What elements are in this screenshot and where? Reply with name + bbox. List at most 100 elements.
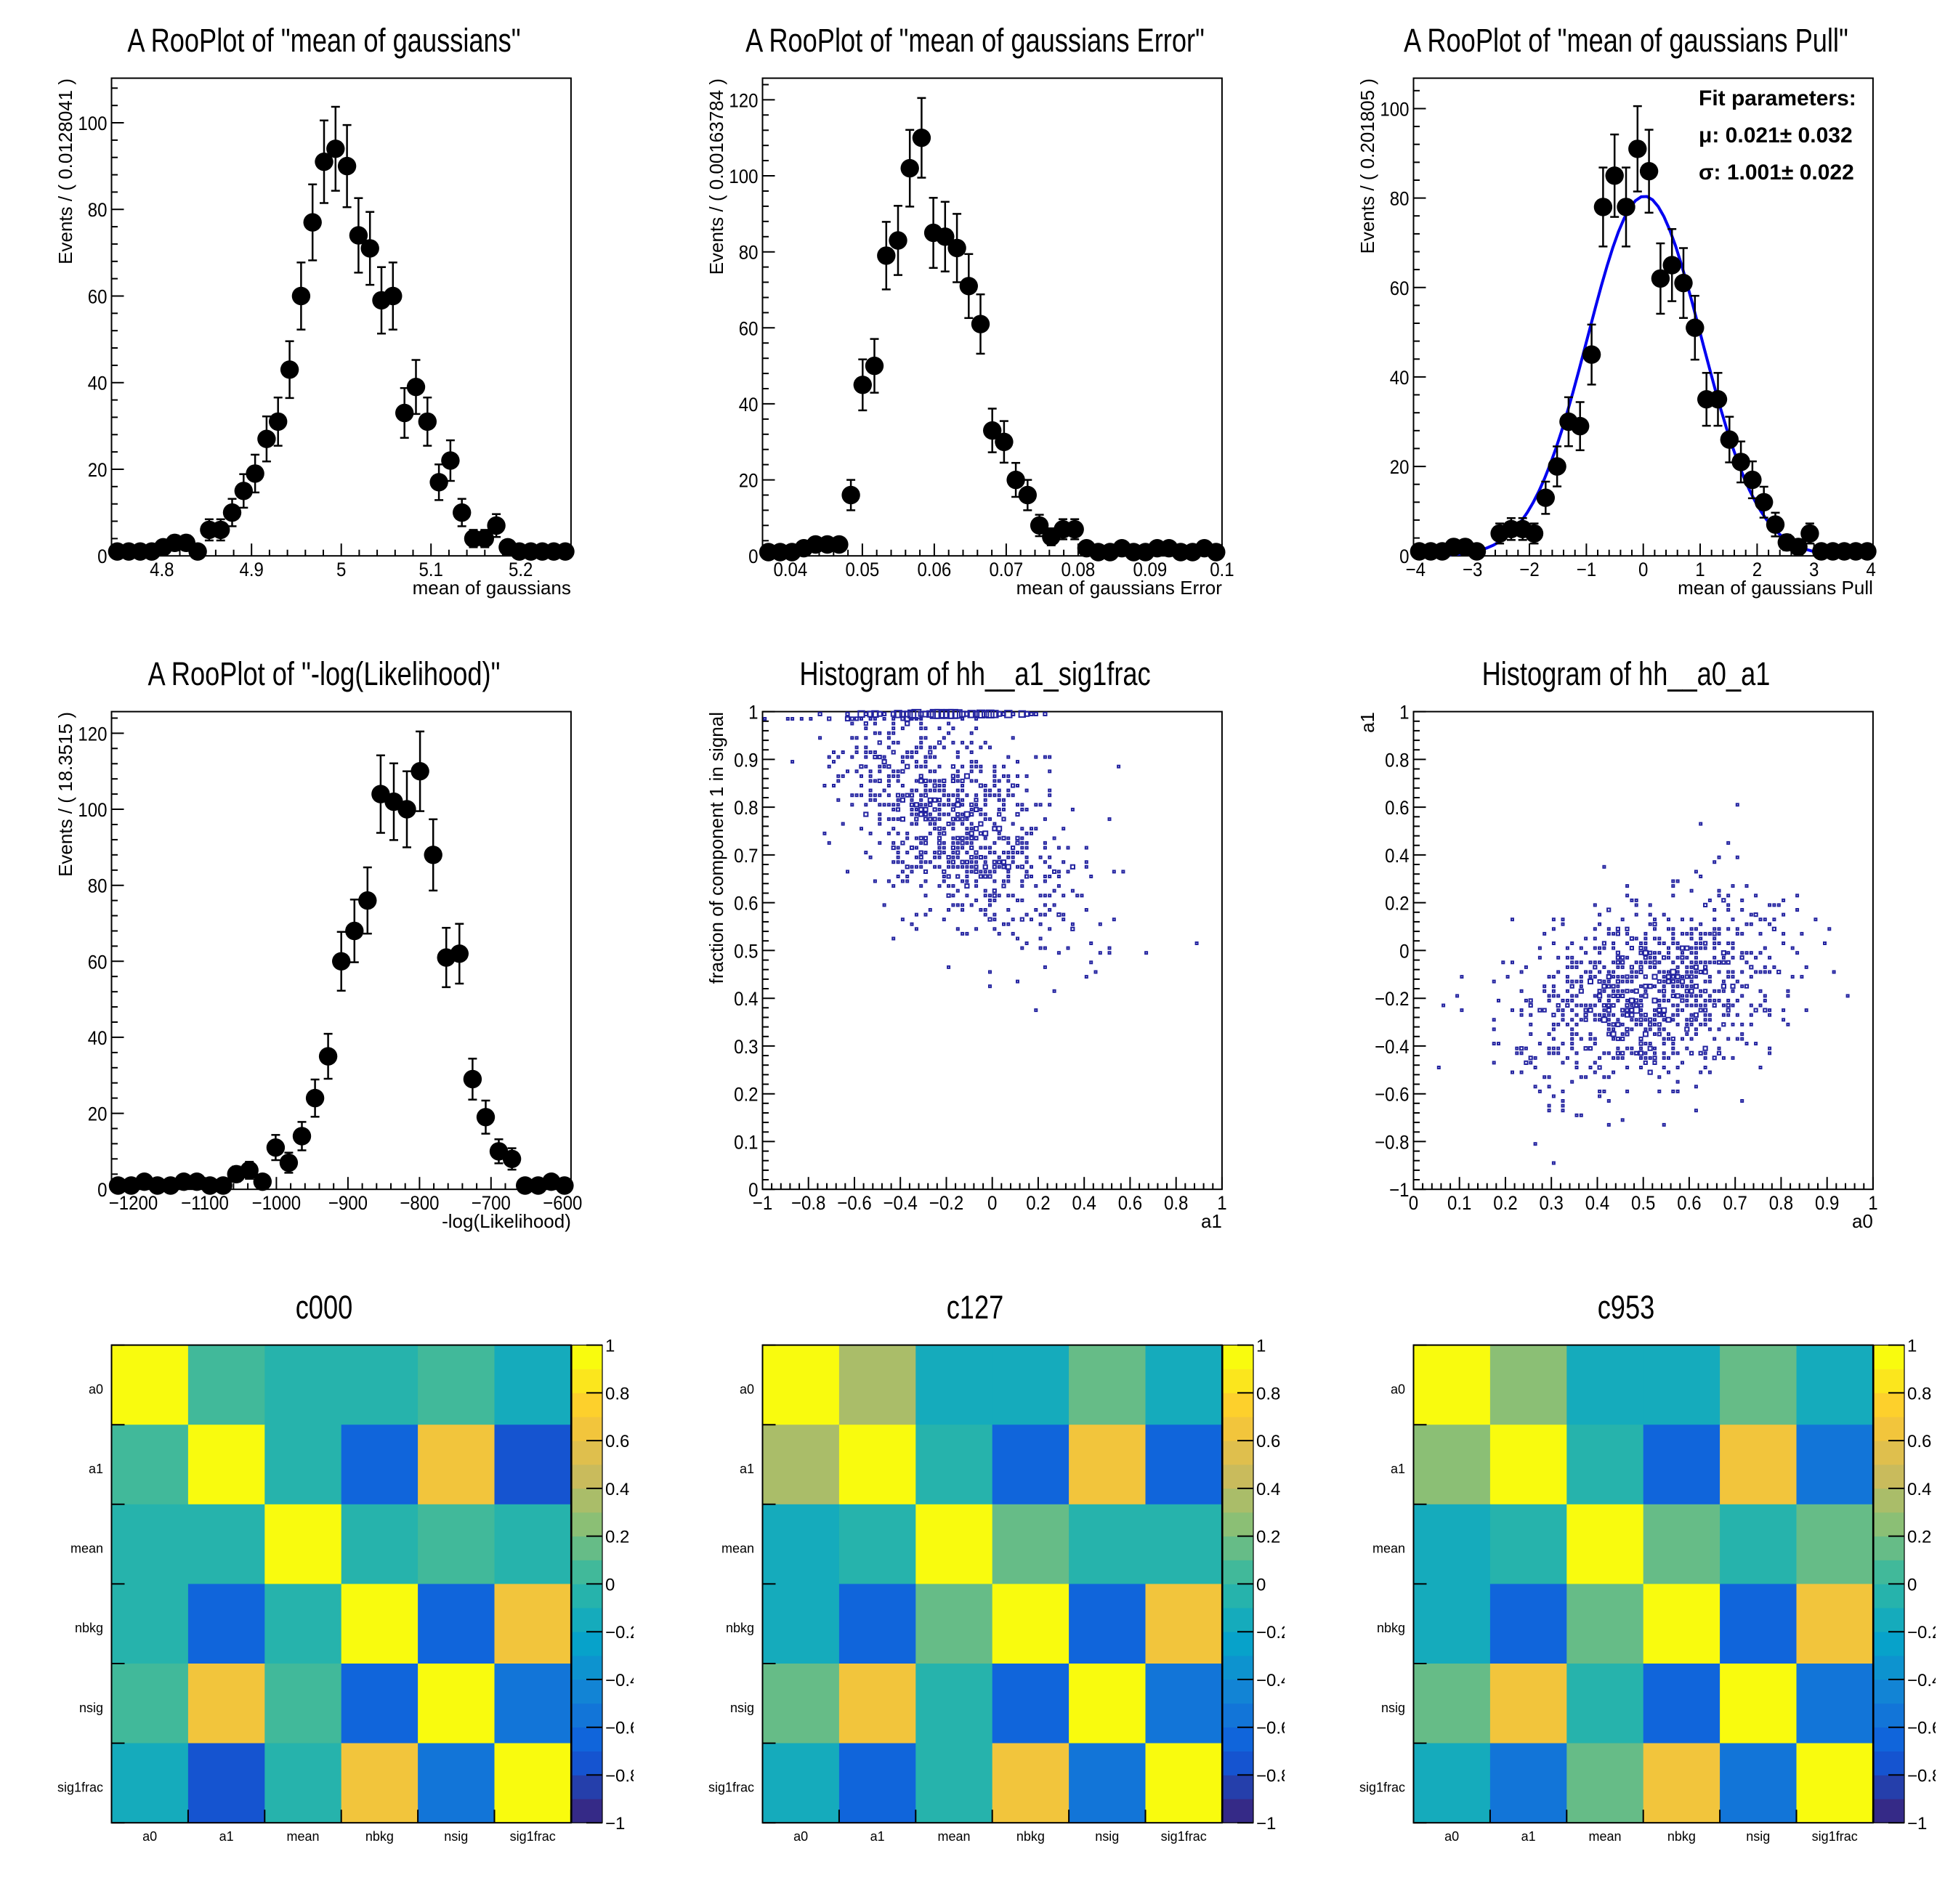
svg-text:−4: −4 xyxy=(1406,559,1426,580)
svg-text:0: 0 xyxy=(1399,940,1409,962)
svg-text:20: 20 xyxy=(739,470,759,492)
svg-text:0.6: 0.6 xyxy=(734,893,758,915)
svg-text:Events / ( 0.201805 ): Events / ( 0.201805 ) xyxy=(1356,78,1378,254)
svg-text:0.1: 0.1 xyxy=(1210,559,1234,580)
svg-text:40: 40 xyxy=(88,1027,108,1049)
svg-text:80: 80 xyxy=(1390,188,1410,210)
svg-text:0: 0 xyxy=(97,1179,107,1201)
svg-text:0.1: 0.1 xyxy=(1447,1192,1471,1214)
svg-text:nsig: nsig xyxy=(1746,1829,1770,1844)
svg-text:120: 120 xyxy=(729,89,758,111)
svg-text:0.7: 0.7 xyxy=(1723,1192,1747,1214)
svg-text:0.8: 0.8 xyxy=(734,797,758,819)
svg-text:−0.6: −0.6 xyxy=(1375,1084,1409,1106)
svg-text:a1: a1 xyxy=(870,1829,885,1844)
svg-text:0: 0 xyxy=(97,546,107,567)
svg-text:−0.4: −0.4 xyxy=(884,1192,918,1214)
svg-text:0: 0 xyxy=(1399,546,1409,567)
svg-text:sig1frac: sig1frac xyxy=(1161,1829,1207,1844)
svg-text:nbkg: nbkg xyxy=(75,1621,103,1635)
svg-text:0.8: 0.8 xyxy=(1256,1384,1280,1403)
svg-text:−0.6: −0.6 xyxy=(1907,1719,1941,1738)
svg-text:A RooPlot of "mean of gaussian: A RooPlot of "mean of gaussians" xyxy=(127,22,520,59)
svg-text:0.4: 0.4 xyxy=(1385,845,1409,867)
svg-text:0.4: 0.4 xyxy=(605,1480,629,1499)
svg-text:Histogram of hh__a0_a1: Histogram of hh__a0_a1 xyxy=(1482,655,1771,692)
svg-text:60: 60 xyxy=(88,286,108,308)
svg-text:−0.2: −0.2 xyxy=(1375,988,1409,1010)
svg-text:−600: −600 xyxy=(543,1192,582,1214)
svg-text:-log(Likelihood): -log(Likelihood) xyxy=(442,1210,571,1232)
svg-text:a0: a0 xyxy=(793,1829,808,1844)
svg-text:60: 60 xyxy=(739,317,759,339)
svg-text:−0.4: −0.4 xyxy=(1256,1671,1290,1690)
svg-text:nbkg: nbkg xyxy=(1667,1829,1696,1844)
svg-text:c000: c000 xyxy=(296,1289,353,1326)
svg-text:60: 60 xyxy=(1390,278,1410,299)
svg-text:−1: −1 xyxy=(753,1192,772,1214)
svg-text:c953: c953 xyxy=(1598,1289,1655,1326)
svg-text:nsig: nsig xyxy=(1095,1829,1119,1844)
svg-text:0: 0 xyxy=(748,546,758,567)
svg-text:Events / ( 18.3515 ): Events / ( 18.3515 ) xyxy=(54,712,76,877)
svg-text:mean: mean xyxy=(1372,1542,1405,1556)
svg-text:0.07: 0.07 xyxy=(990,559,1024,580)
svg-text:1: 1 xyxy=(1399,702,1409,724)
svg-text:0.6: 0.6 xyxy=(1907,1432,1931,1451)
svg-text:mean of gaussians Pull: mean of gaussians Pull xyxy=(1678,577,1873,599)
svg-text:−0.8: −0.8 xyxy=(1907,1766,1941,1786)
svg-text:−0.6: −0.6 xyxy=(1256,1719,1290,1738)
svg-text:−1100: −1100 xyxy=(181,1192,229,1214)
svg-text:0.6: 0.6 xyxy=(1118,1192,1142,1214)
svg-text:−700: −700 xyxy=(472,1192,511,1214)
svg-text:1: 1 xyxy=(605,1337,615,1356)
svg-text:40: 40 xyxy=(739,394,759,416)
svg-text:0.2: 0.2 xyxy=(605,1528,629,1547)
svg-text:−0.8: −0.8 xyxy=(1256,1766,1290,1786)
svg-text:−0.4: −0.4 xyxy=(1375,1036,1409,1058)
svg-text:a1: a1 xyxy=(740,1462,754,1476)
svg-text:0.2: 0.2 xyxy=(1907,1528,1931,1547)
svg-text:1: 1 xyxy=(1256,1337,1266,1356)
svg-text:a0: a0 xyxy=(89,1382,103,1396)
svg-text:mean of gaussians Error: mean of gaussians Error xyxy=(1016,577,1223,599)
svg-text:sig1frac: sig1frac xyxy=(510,1829,556,1844)
svg-text:0.4: 0.4 xyxy=(734,988,758,1010)
svg-text:1: 1 xyxy=(1695,559,1705,580)
svg-text:Events / ( 0.0128041 ): Events / ( 0.0128041 ) xyxy=(54,78,76,264)
svg-text:sig1frac: sig1frac xyxy=(57,1780,103,1794)
svg-text:0.5: 0.5 xyxy=(1631,1192,1655,1214)
svg-text:c127: c127 xyxy=(947,1289,1004,1326)
svg-text:5: 5 xyxy=(336,559,346,580)
svg-text:40: 40 xyxy=(1390,367,1410,389)
svg-text:nsig: nsig xyxy=(444,1829,468,1844)
svg-text:−0.6: −0.6 xyxy=(837,1192,871,1214)
svg-text:−0.2: −0.2 xyxy=(605,1623,639,1642)
svg-text:0.7: 0.7 xyxy=(734,845,758,867)
svg-text:a1: a1 xyxy=(1391,1462,1405,1476)
svg-text:0: 0 xyxy=(1907,1575,1917,1595)
svg-text:mean: mean xyxy=(937,1829,970,1844)
svg-text:−0.4: −0.4 xyxy=(605,1671,639,1690)
svg-text:nsig: nsig xyxy=(730,1701,754,1715)
svg-text:0.4: 0.4 xyxy=(1256,1480,1280,1499)
svg-text:mean of gaussians: mean of gaussians xyxy=(413,577,571,599)
svg-text:0.04: 0.04 xyxy=(774,559,808,580)
svg-text:Fit parameters:: Fit parameters: xyxy=(1699,86,1856,110)
svg-text:100: 100 xyxy=(729,166,758,187)
svg-text:−900: −900 xyxy=(328,1192,368,1214)
svg-text:a0: a0 xyxy=(1852,1210,1873,1232)
svg-text:0.5: 0.5 xyxy=(734,940,758,962)
svg-text:μ: 0.021± 0.032: μ: 0.021± 0.032 xyxy=(1699,123,1853,147)
svg-text:0.8: 0.8 xyxy=(1769,1192,1793,1214)
svg-text:80: 80 xyxy=(739,242,759,264)
svg-text:0.8: 0.8 xyxy=(1164,1192,1188,1214)
svg-text:−3: −3 xyxy=(1463,559,1482,580)
svg-text:A RooPlot of "mean of gaussian: A RooPlot of "mean of gaussians Pull" xyxy=(1404,22,1848,59)
svg-text:a0: a0 xyxy=(142,1829,157,1844)
svg-text:0.05: 0.05 xyxy=(846,559,880,580)
svg-text:0: 0 xyxy=(1409,1192,1418,1214)
svg-text:0: 0 xyxy=(1256,1575,1266,1595)
svg-text:nsig: nsig xyxy=(1381,1701,1405,1715)
svg-text:nbkg: nbkg xyxy=(365,1829,394,1844)
